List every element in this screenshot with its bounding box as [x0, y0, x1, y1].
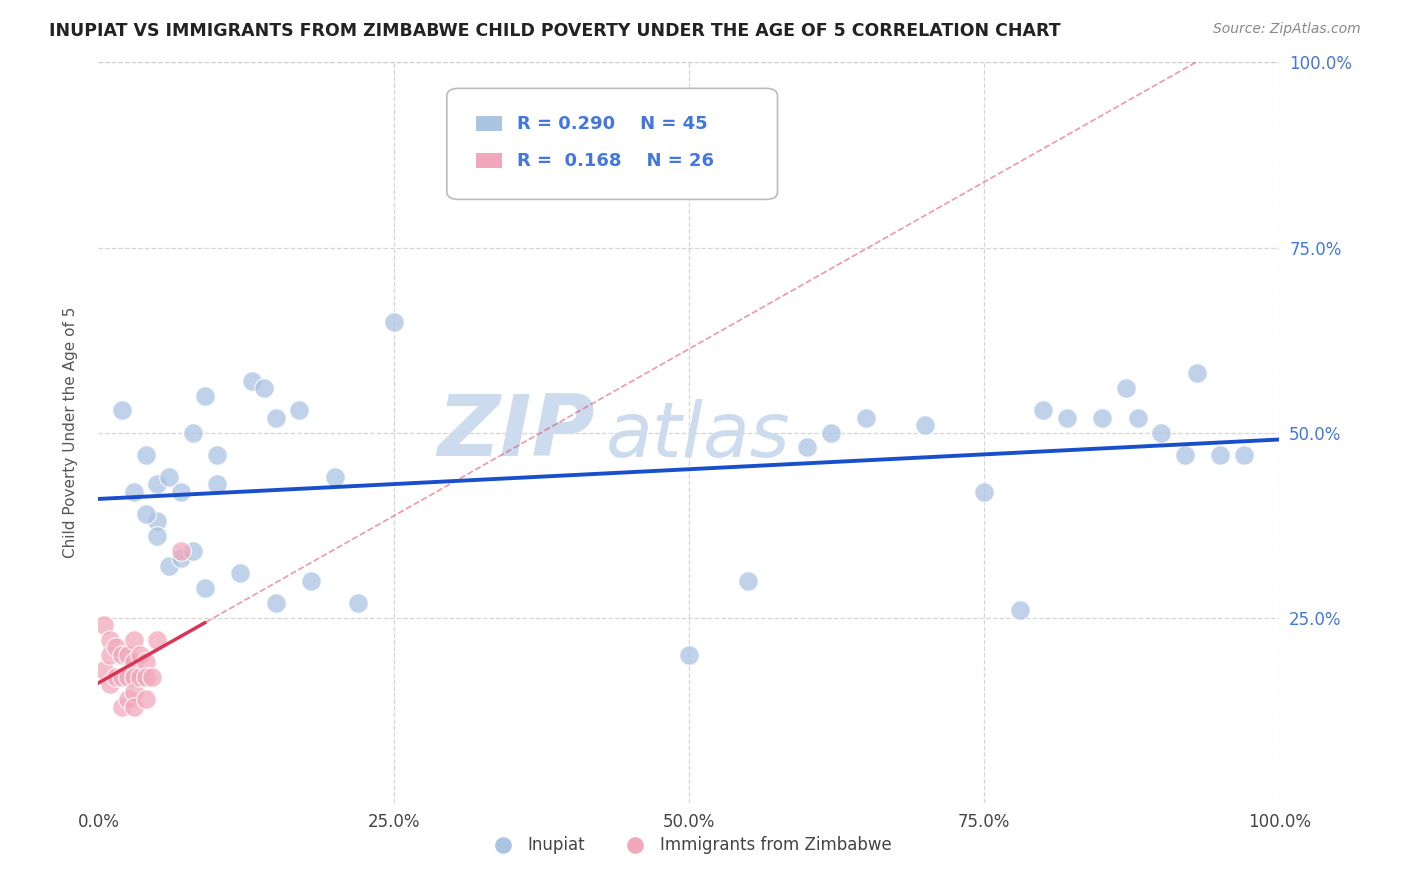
Point: [157, 470, 180, 484]
Legend: Inupiat, Immigrants from Zimbabwe: Inupiat, Immigrants from Zimbabwe: [479, 830, 898, 861]
Point: [229, 566, 252, 581]
Point: [205, 477, 228, 491]
Point: [117, 648, 139, 662]
Point: [146, 515, 169, 529]
Point: [264, 596, 287, 610]
Point: [157, 558, 180, 573]
Point: [1150, 425, 1173, 440]
Point: [170, 544, 193, 558]
Point: [93, 663, 115, 677]
Point: [820, 425, 842, 440]
Point: [170, 484, 193, 499]
Point: [170, 551, 193, 566]
Point: [240, 374, 263, 388]
Text: INUPIAT VS IMMIGRANTS FROM ZIMBABWE CHILD POVERTY UNDER THE AGE OF 5 CORRELATION: INUPIAT VS IMMIGRANTS FROM ZIMBABWE CHIL…: [49, 22, 1062, 40]
Point: [111, 699, 134, 714]
Point: [323, 470, 346, 484]
Point: [122, 632, 145, 647]
Point: [122, 685, 145, 699]
Point: [111, 403, 134, 417]
Point: [181, 425, 204, 440]
Point: [1056, 410, 1078, 425]
Text: Source: ZipAtlas.com: Source: ZipAtlas.com: [1213, 22, 1361, 37]
Point: [347, 596, 370, 610]
Point: [737, 574, 759, 588]
Point: [914, 418, 936, 433]
Point: [1233, 448, 1256, 462]
Text: R =  0.168    N = 26: R = 0.168 N = 26: [516, 152, 713, 169]
Point: [288, 403, 311, 417]
Text: ZIP: ZIP: [437, 391, 595, 475]
Point: [98, 648, 121, 662]
Point: [122, 699, 145, 714]
Point: [122, 655, 145, 669]
Point: [299, 574, 322, 588]
Text: R = 0.290    N = 45: R = 0.290 N = 45: [516, 115, 707, 133]
Text: atlas: atlas: [606, 400, 790, 474]
Point: [122, 484, 145, 499]
Point: [181, 544, 204, 558]
Point: [1209, 448, 1232, 462]
Point: [1091, 410, 1114, 425]
Point: [1185, 367, 1208, 381]
Point: [117, 670, 139, 684]
Point: [98, 632, 121, 647]
Point: [141, 670, 163, 684]
Point: [1174, 448, 1197, 462]
Point: [105, 640, 128, 655]
Point: [194, 388, 217, 402]
Point: [135, 448, 157, 462]
Point: [146, 632, 169, 647]
Point: [135, 692, 157, 706]
Point: [796, 441, 818, 455]
Point: [135, 507, 157, 521]
Point: [194, 581, 217, 595]
Point: [678, 648, 700, 662]
Point: [146, 477, 169, 491]
Y-axis label: Child Poverty Under the Age of 5: Child Poverty Under the Age of 5: [63, 307, 77, 558]
Point: [382, 314, 405, 328]
FancyBboxPatch shape: [447, 88, 778, 200]
Point: [1032, 403, 1054, 417]
Point: [135, 670, 157, 684]
Point: [973, 484, 995, 499]
Point: [253, 381, 276, 395]
Point: [105, 670, 128, 684]
Point: [1126, 410, 1149, 425]
Point: [122, 670, 145, 684]
Point: [111, 648, 134, 662]
Point: [1115, 381, 1137, 395]
Point: [128, 648, 150, 662]
Point: [117, 692, 139, 706]
Point: [111, 670, 134, 684]
Point: [855, 410, 877, 425]
Point: [264, 410, 287, 425]
FancyBboxPatch shape: [477, 153, 502, 168]
Point: [135, 655, 157, 669]
Point: [93, 618, 115, 632]
Point: [1008, 603, 1031, 617]
FancyBboxPatch shape: [477, 116, 502, 130]
Point: [146, 529, 169, 543]
Point: [128, 670, 150, 684]
Point: [98, 677, 121, 691]
Point: [205, 448, 228, 462]
